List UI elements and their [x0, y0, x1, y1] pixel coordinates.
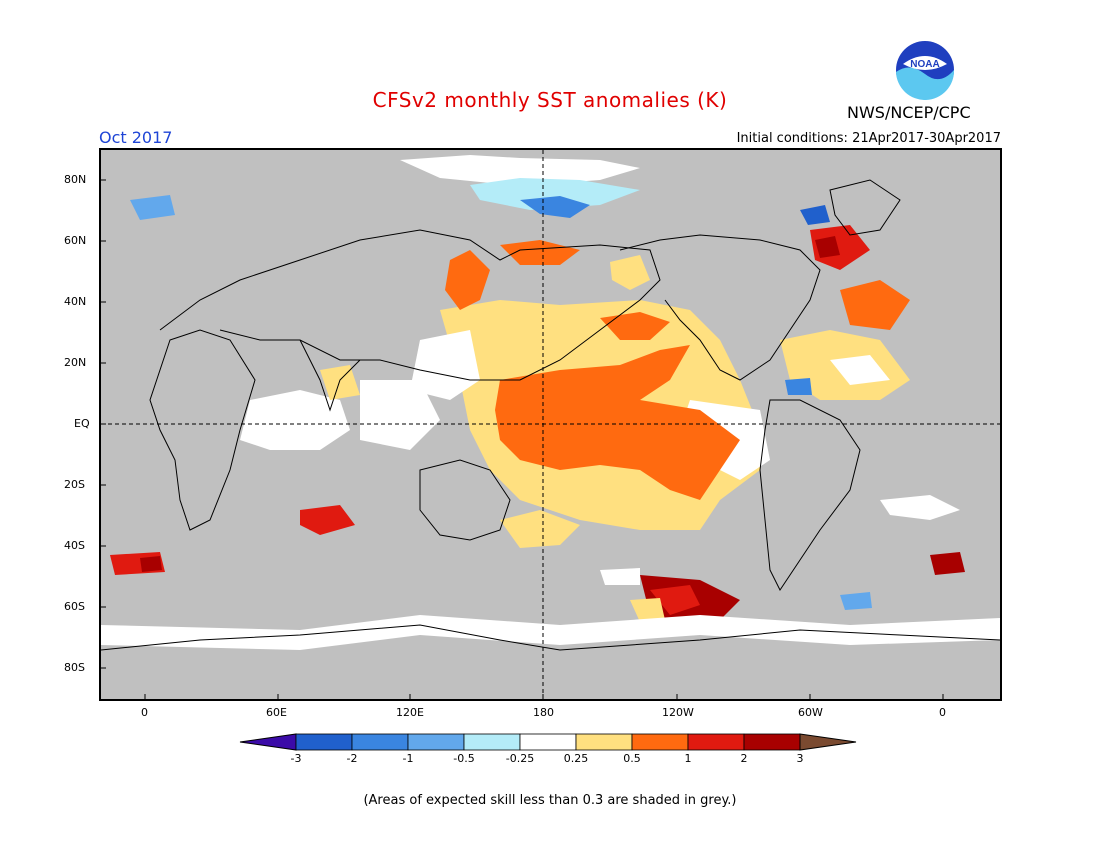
lat-label-40n: 40N — [64, 295, 87, 308]
colorbar-tick-label: -0.25 — [505, 752, 535, 765]
lon-label-180: 180 — [533, 706, 554, 719]
south-atlantic-cool — [840, 592, 872, 610]
colorbar-arrow-low — [239, 733, 297, 751]
atlantic-neutral — [830, 355, 890, 385]
arctic-neutral-region — [400, 155, 640, 186]
tick-marks — [100, 179, 944, 700]
lon-label-0-east: 0 — [939, 706, 946, 719]
arctic-cool-anomaly — [520, 196, 590, 218]
lat-label-20n: 20N — [64, 356, 87, 369]
lon-label-60e: 60E — [266, 706, 287, 719]
gulf-stream-warm-anomaly — [840, 280, 910, 330]
colorbar-segment — [631, 733, 689, 751]
colorbar-segment — [295, 733, 353, 751]
colorbar-tick-label: -0.5 — [453, 752, 475, 765]
south-pacific-warm-band — [500, 510, 580, 548]
indian-ocean-east-neutral — [360, 380, 440, 450]
arctic-west-cool — [130, 195, 175, 220]
noaa-logo: NOAA — [896, 41, 955, 100]
colorbar-tick-label: 2 — [740, 752, 748, 765]
colorbar-segment — [519, 733, 577, 751]
kuroshio-warm-anomaly — [445, 250, 490, 310]
west-pacific-neutral-region — [410, 330, 480, 400]
north-pacific-warm-anomaly — [600, 312, 670, 340]
initial-conditions: Initial conditions: 21Apr2017-30Apr2017 — [736, 131, 1001, 146]
caribbean-cool-anomaly — [785, 378, 812, 395]
lat-label-60n: 60N — [64, 234, 87, 247]
southern-ocean-warm — [650, 585, 700, 615]
chart-title: CFSv2 monthly SST anomalies (K) — [372, 88, 728, 112]
colorbar-segment — [687, 733, 745, 751]
colorbar-arrow-high — [799, 733, 857, 751]
forecast-month: Oct 2017 — [99, 128, 173, 147]
labrador-strong-warm — [815, 236, 840, 258]
colorbar-tick-label: 0.25 — [563, 752, 589, 765]
lon-label-60w: 60W — [798, 706, 823, 719]
colorbar-tick-label: -1 — [402, 752, 414, 765]
antarctic-neutral-band — [101, 615, 1000, 650]
colorbar-segment — [575, 733, 633, 751]
southern-ocean-mild-warm — [630, 598, 665, 622]
lon-label-120w: 120W — [662, 706, 694, 719]
lat-label-80n: 80N — [64, 173, 87, 186]
lat-label-40s: 40S — [64, 539, 85, 552]
bering-warm-anomaly — [500, 240, 580, 265]
gulf-of-alaska-warm — [610, 255, 650, 290]
colorbar-tick-label: -3 — [290, 752, 302, 765]
colorbar-tick-label: 0.5 — [623, 752, 641, 765]
lon-label-120e: 120E — [396, 706, 424, 719]
footnote: (Areas of expected skill less than 0.3 a… — [363, 793, 737, 808]
south-atlantic-strong-warm — [930, 552, 965, 575]
equatorial-pacific-warm-anomaly — [495, 345, 740, 500]
west-edge-strong-warm — [140, 556, 162, 572]
coastlines — [101, 179, 1000, 651]
colorbar-tick-label: 1 — [684, 752, 692, 765]
southern-ocean-neutral — [600, 568, 640, 585]
svg-text:NOAA: NOAA — [910, 59, 939, 70]
labrador-warm-anomaly — [810, 225, 870, 270]
south-indian-warm-anomaly — [300, 505, 355, 535]
arctic-slight-cool-region — [470, 178, 640, 210]
colorbar-tick-label: -2 — [346, 752, 358, 765]
lon-label-0-west: 0 — [141, 706, 148, 719]
greenland-cool-anomaly — [800, 205, 830, 225]
lat-label-20s: 20S — [64, 478, 85, 491]
colorbar-segment — [351, 733, 409, 751]
bay-of-bengal-warm — [320, 365, 360, 400]
lat-label-60s: 60S — [64, 600, 85, 613]
agency-label: NWS/NCEP/CPC — [847, 103, 971, 122]
lat-label-80s: 80S — [64, 661, 85, 674]
indian-ocean-neutral — [240, 390, 350, 450]
colorbar-segment — [463, 733, 521, 751]
lat-label-eq: EQ — [74, 417, 90, 430]
south-atlantic-neutral — [880, 495, 960, 520]
colorbar-segment — [743, 733, 801, 751]
colorbar-tick-label: 3 — [796, 752, 804, 765]
colorbar-segment — [407, 733, 465, 751]
